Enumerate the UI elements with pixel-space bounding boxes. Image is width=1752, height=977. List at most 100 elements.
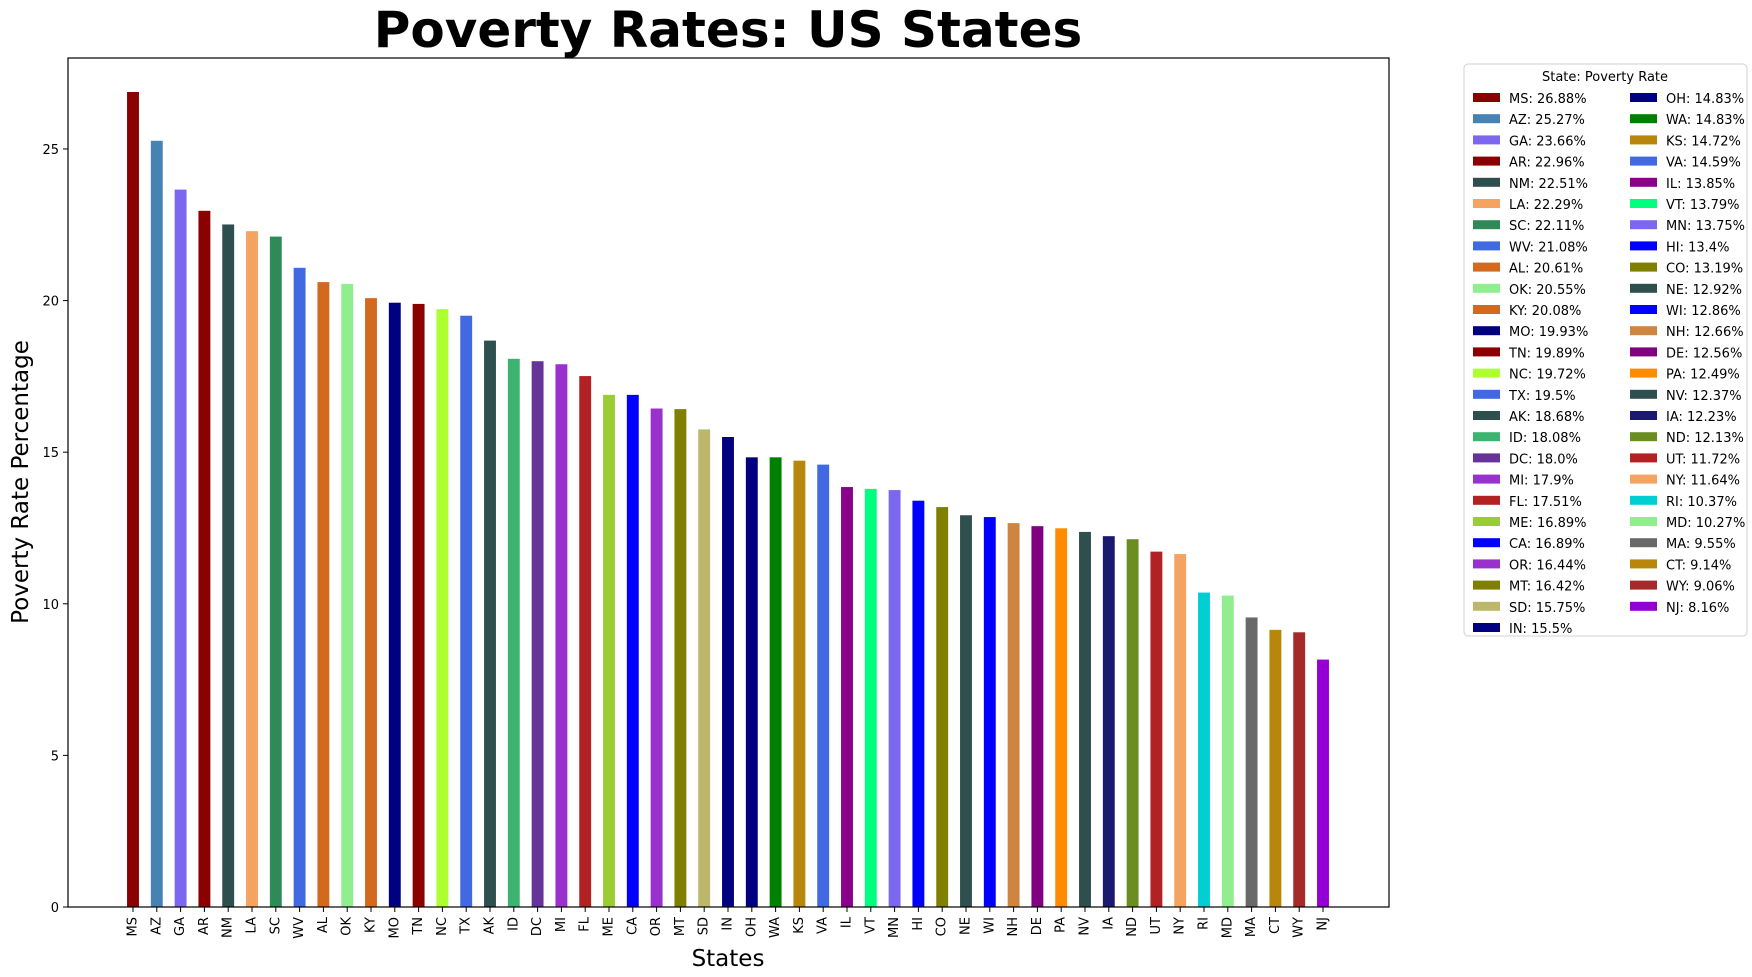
legend-entry-ny: NY: 11.64% <box>1666 474 1740 489</box>
x-tick-label: UT <box>1149 917 1164 935</box>
bar-nv <box>1079 531 1091 907</box>
bar-ma <box>1245 617 1258 907</box>
legend-title: State: Poverty Rate <box>1542 70 1668 85</box>
legend-entry-va: VA: 14.59% <box>1666 156 1741 171</box>
bar-id <box>507 358 520 907</box>
y-axis-label: Poverty Rate Percentage <box>8 340 34 624</box>
x-tick-label: SC <box>268 917 283 934</box>
x-tick-label: ND <box>1125 917 1140 937</box>
x-tick-label: TX <box>459 917 474 935</box>
legend-entry-ak: AK: 18.68% <box>1509 410 1585 425</box>
legend-entry-ri: RI: 10.37% <box>1666 495 1737 510</box>
legend-swatch-md <box>1630 517 1657 526</box>
legend-swatch-nc <box>1473 368 1500 378</box>
bar-ak <box>484 340 496 908</box>
x-tick-label: NC <box>435 917 450 936</box>
x-tick-label: MT <box>673 917 688 936</box>
x-axis-label: States <box>692 946 765 972</box>
x-tick-label: WI <box>982 917 997 934</box>
bar-nm <box>222 224 235 907</box>
x-tick-label: CO <box>935 917 950 936</box>
bar-ky <box>365 298 377 907</box>
x-tick-label: MD <box>1220 917 1235 938</box>
legend-swatch-ms <box>1473 93 1500 102</box>
bar-mt <box>674 409 687 907</box>
bar-ms <box>127 91 139 907</box>
legend-swatch-ak <box>1473 411 1500 420</box>
legend-swatch-oh <box>1630 93 1657 102</box>
legend-swatch-ok <box>1473 283 1500 293</box>
legend-swatch-nv <box>1630 389 1657 399</box>
legend-entry-vt: VT: 13.79% <box>1666 198 1740 213</box>
y-tick-label: 5 <box>51 749 59 764</box>
legend-entry-nj: NJ: 8.16% <box>1666 601 1729 616</box>
bar-wy <box>1293 632 1306 907</box>
x-tick-label: OH <box>744 917 759 937</box>
bar-ks <box>793 460 806 907</box>
x-tick-label: MN <box>887 917 902 938</box>
legend-entry-ut: UT: 11.72% <box>1666 452 1740 467</box>
legend-swatch-de <box>1630 347 1657 357</box>
legend-entry-md: MD: 10.27% <box>1666 516 1745 531</box>
bar-in <box>722 437 734 907</box>
legend-frame <box>1463 63 1748 637</box>
legend-entry-wi: WI: 12.86% <box>1666 304 1741 319</box>
legend-swatch-mo <box>1473 326 1500 336</box>
legend-entry-id: ID: 18.08% <box>1509 431 1581 446</box>
legend-entry-wa: WA: 14.83% <box>1666 113 1745 128</box>
legend-swatch-il <box>1630 177 1657 187</box>
bar-oh <box>745 457 758 907</box>
legend-entry-ky: KY: 20.08% <box>1509 304 1581 319</box>
x-tick-label: SD <box>697 917 712 935</box>
x-tick-label: IA <box>1101 917 1116 930</box>
legend-entry-az: AZ: 25.27% <box>1509 113 1585 128</box>
legend-entry-hi: HI: 13.4% <box>1666 240 1729 255</box>
bar-ok <box>341 283 354 907</box>
bar-or <box>650 408 663 907</box>
legend-entry-mo: MO: 19.93% <box>1509 325 1588 340</box>
bar-ar <box>198 210 211 907</box>
x-tick-label: NE <box>959 917 974 935</box>
bar-ne <box>960 515 972 907</box>
legend-swatch-sd <box>1473 601 1500 611</box>
x-tick-label: HI <box>911 917 926 931</box>
x-tick-label: NJ <box>1316 917 1331 931</box>
legend-entry-ms: MS: 26.88% <box>1509 92 1587 107</box>
legend-entry-ga: GA: 23.66% <box>1509 134 1586 149</box>
legend-entry-oh: OH: 14.83% <box>1666 92 1744 107</box>
legend-swatch-fl <box>1473 495 1500 505</box>
legend-entry-in: IN: 15.5% <box>1509 622 1572 637</box>
legend-swatch-sc <box>1473 220 1500 230</box>
legend-swatch-nh <box>1630 326 1657 336</box>
x-tick-label: NH <box>1006 917 1021 937</box>
legend-swatch-al <box>1473 262 1500 272</box>
x-tick-label: WA <box>768 917 783 938</box>
legend-entry-ks: KS: 14.72% <box>1666 134 1741 149</box>
legend-entry-co: CO: 13.19% <box>1666 262 1743 277</box>
x-tick-label: WV <box>292 917 307 939</box>
x-tick-label: KS <box>792 917 807 934</box>
bar-ut <box>1150 551 1163 907</box>
legend-entry-de: DE: 12.56% <box>1666 346 1742 361</box>
bar-de <box>1031 526 1044 907</box>
legend-entry-ct: CT: 9.14% <box>1666 558 1731 573</box>
legend-swatch-ri <box>1630 495 1657 505</box>
legend-swatch-wi <box>1630 305 1657 314</box>
x-tick-label: AK <box>483 917 498 935</box>
legend-swatch-ia <box>1630 411 1657 420</box>
x-tick-label: OR <box>649 917 664 936</box>
bar-ny <box>1174 554 1187 907</box>
bar-me <box>603 394 615 907</box>
bar-nj <box>1317 659 1329 907</box>
x-tick-label: OK <box>340 917 355 936</box>
y-tick-label: 25 <box>42 143 59 158</box>
chart-title: Poverty Rates: US States <box>374 1 1083 59</box>
legend-entry-ok: OK: 20.55% <box>1509 283 1586 298</box>
x-tick-label: IN <box>721 917 736 931</box>
legend-swatch-vt <box>1630 199 1657 208</box>
legend-entry-la: LA: 22.29% <box>1509 198 1583 213</box>
legend-swatch-ct <box>1630 559 1657 569</box>
bar-ri <box>1198 592 1210 907</box>
x-tick-label: VA <box>816 917 831 934</box>
legend-swatch-hi <box>1630 241 1657 251</box>
